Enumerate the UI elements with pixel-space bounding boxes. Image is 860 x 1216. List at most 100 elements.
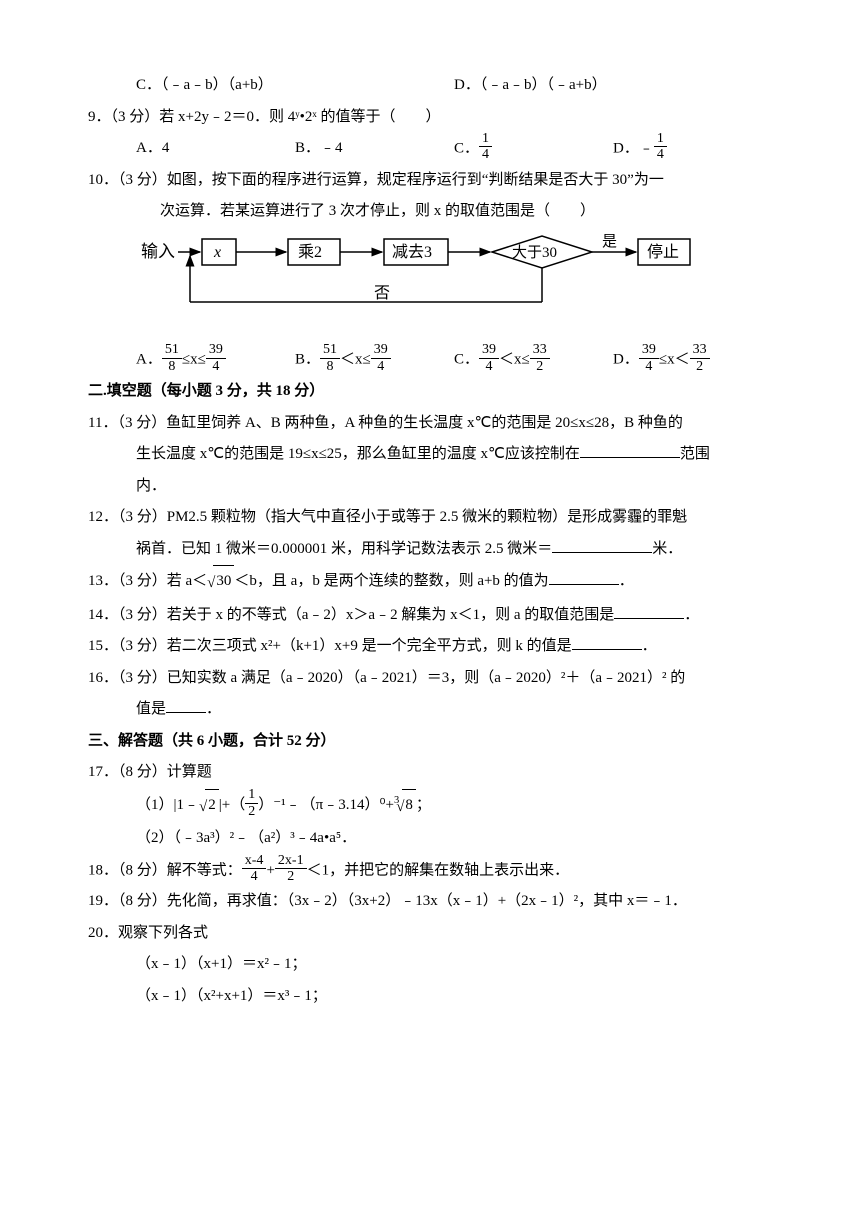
- q15: 15．（3 分）若二次三项式 x²+（k+1）x+9 是一个完全平方式，则 k …: [88, 631, 772, 663]
- opt-label: C．: [454, 140, 479, 156]
- opt-expr: （﹣a﹣b）（﹣a+b）: [480, 77, 607, 93]
- q12-line2: 祸首．已知 1 微米＝0.000001 米，用科学记数法表示 2.5 微米＝米．: [88, 534, 772, 566]
- text: ．: [206, 701, 221, 717]
- opt-expr: （﹣a﹣b）（a+b）: [161, 77, 273, 93]
- text: ．: [619, 573, 634, 589]
- opt-label: D．: [613, 140, 639, 156]
- q8-options: C．（﹣a﹣b）（a+b） D．（﹣a﹣b）（﹣a+b）: [88, 70, 772, 102]
- opt-label: B．: [295, 140, 320, 156]
- q10-stem-line1: 10．（3 分）如图，按下面的程序进行运算，规定程序运行到“判断结果是否大于 3…: [88, 165, 772, 197]
- q9-options: A．4 B．﹣4 C．14 D．﹣14: [88, 133, 772, 165]
- q10-stem-line2: 次运算．若某运算进行了 3 次才停止，则 x 的取值范围是（ ）: [88, 196, 772, 228]
- op: ≤x＜: [659, 352, 690, 368]
- fill-blank[interactable]: [580, 442, 680, 458]
- q10-options: A．518≤x≤394 B．518＜x≤394 C．394＜x≤332 D．39…: [88, 344, 772, 376]
- q20-e2: （x﹣1）（x²+x+1）＝x³﹣1；: [88, 981, 772, 1013]
- fill-blank[interactable]: [572, 634, 642, 650]
- opt-val: 4: [162, 140, 170, 156]
- opt-label: D．: [454, 77, 480, 93]
- q9-option-a: A．4: [136, 133, 295, 165]
- q9-option-d: D．﹣14: [613, 133, 772, 165]
- text: （1）|1﹣: [136, 797, 199, 813]
- q19: 19．（8 分）先化简，再求值：（3x﹣2）（3x+2）﹣13x（x﹣1）+（2…: [88, 886, 772, 918]
- flow-mul-label: 乘2: [298, 243, 322, 261]
- q9-stem: 9．（3 分）若 x+2y﹣2＝0．则 4ʸ•2ˣ 的值等于（ ）: [88, 102, 772, 134]
- q9-option-c: C．14: [454, 133, 613, 165]
- q8-option-c: C．（﹣a﹣b）（a+b）: [136, 70, 454, 102]
- op: ＜x≤: [340, 352, 371, 368]
- text: |+（: [219, 797, 245, 813]
- fraction: x-44: [242, 853, 267, 885]
- q10-option-a: A．518≤x≤394: [136, 344, 295, 376]
- flow-input-label: 输入: [141, 242, 175, 261]
- text: 生长温度 x℃的范围是 19≤x≤25，那么鱼缸里的温度 x℃应该控制在: [136, 446, 580, 462]
- flow-sub-label: 减去3: [392, 243, 432, 261]
- text: 13．（3 分）若 a＜: [88, 573, 207, 589]
- q10-flowchart: 输入 x 乘2 减去3 大于30 是 停止 否: [136, 234, 772, 339]
- q11-line3: 内．: [88, 471, 772, 503]
- q20-e1: （x﹣1）（x+1）＝x²﹣1；: [88, 949, 772, 981]
- fraction: 14: [654, 131, 667, 163]
- q10-option-d: D．394≤x＜332: [613, 344, 772, 376]
- fraction: 2x-12: [275, 853, 307, 885]
- fraction: 332: [690, 342, 710, 374]
- fraction: 394: [479, 342, 499, 374]
- fraction: 518: [320, 342, 340, 374]
- q10-option-c: C．394＜x≤332: [454, 344, 613, 376]
- fraction: 332: [530, 342, 550, 374]
- fill-blank[interactable]: [552, 537, 652, 553]
- text: ＜b，且 a，b 是两个连续的整数，则 a+b 的值为: [234, 573, 548, 589]
- opt-val: ﹣4: [320, 140, 343, 156]
- sqrt-arg: 2: [205, 789, 219, 822]
- sqrt-arg: 8: [402, 789, 416, 822]
- fill-blank[interactable]: [166, 697, 206, 713]
- q17-part2: （2）（﹣3a³）²﹣（a²）³﹣4a•a⁵．: [88, 823, 772, 855]
- flow-yes-label: 是: [602, 234, 617, 250]
- fraction: 518: [162, 342, 182, 374]
- text: 18．（8 分）解不等式：: [88, 862, 242, 878]
- flow-stop-label: 停止: [647, 243, 679, 261]
- sqrt-arg: 30: [213, 565, 234, 598]
- text: ．: [642, 638, 657, 654]
- opt-label: C．: [454, 352, 479, 368]
- op: ＜x≤: [499, 352, 530, 368]
- plus: +: [266, 862, 274, 878]
- text: ）⁻¹﹣（π﹣3.14）⁰+: [258, 797, 394, 813]
- q18: 18．（8 分）解不等式：x-44+2x-12＜1，并把它的解集在数轴上表示出来…: [88, 855, 772, 887]
- q16-line2: 值是 ．: [88, 694, 772, 726]
- q11-line1: 11．（3 分）鱼缸里饲养 A、B 两种鱼，A 种鱼的生长温度 x℃的范围是 2…: [88, 408, 772, 440]
- fraction: 394: [206, 342, 226, 374]
- q11-line2: 生长温度 x℃的范围是 19≤x≤25，那么鱼缸里的温度 x℃应该控制在范围: [88, 439, 772, 471]
- opt-label: C．: [136, 77, 161, 93]
- flow-cmp-label: 大于30: [512, 244, 557, 261]
- opt-label: D．: [613, 352, 639, 368]
- q20-stem: 20．观察下列各式: [88, 918, 772, 950]
- q9-option-b: B．﹣4: [295, 133, 454, 165]
- section-3-heading: 三、解答题（共 6 小题，合计 52 分）: [88, 726, 772, 758]
- q10-option-b: B．518＜x≤394: [295, 344, 454, 376]
- q17-stem: 17．（8 分）计算题: [88, 757, 772, 789]
- fraction: 12: [245, 787, 258, 819]
- text: 15．（3 分）若二次三项式 x²+（k+1）x+9 是一个完全平方式，则 k …: [88, 638, 572, 654]
- q17-part1: （1）|1﹣√2|+（12）⁻¹﹣（π﹣3.14）⁰+3√8；: [88, 789, 772, 824]
- text: ．: [684, 607, 699, 623]
- fraction: 394: [639, 342, 659, 374]
- opt-label: A．: [136, 140, 162, 156]
- fill-blank[interactable]: [614, 603, 684, 619]
- section-2-heading: 二.填空题（每小题 3 分，共 18 分）: [88, 376, 772, 408]
- fraction: 394: [371, 342, 391, 374]
- flow-x-label: x: [213, 244, 221, 261]
- text: 14．（3 分）若关于 x 的不等式（a﹣2）x＞a﹣2 解集为 x＜1，则 a…: [88, 607, 614, 623]
- opt-label: A．: [136, 352, 162, 368]
- text: 米．: [652, 541, 682, 557]
- text: ＜1，并把它的解集在数轴上表示出来．: [307, 862, 570, 878]
- q12-line1: 12．（3 分）PM2.5 颗粒物（指大气中直径小于或等于 2.5 微米的颗粒物…: [88, 502, 772, 534]
- neg: ﹣: [639, 140, 654, 156]
- fraction: 14: [479, 131, 492, 163]
- text: 值是: [136, 701, 166, 717]
- op: ≤x≤: [182, 352, 206, 368]
- fill-blank[interactable]: [549, 569, 619, 585]
- q13: 13．（3 分）若 a＜√30＜b，且 a，b 是两个连续的整数，则 a+b 的…: [88, 565, 772, 600]
- q8-option-d: D．（﹣a﹣b）（﹣a+b）: [454, 70, 772, 102]
- opt-label: B．: [295, 352, 320, 368]
